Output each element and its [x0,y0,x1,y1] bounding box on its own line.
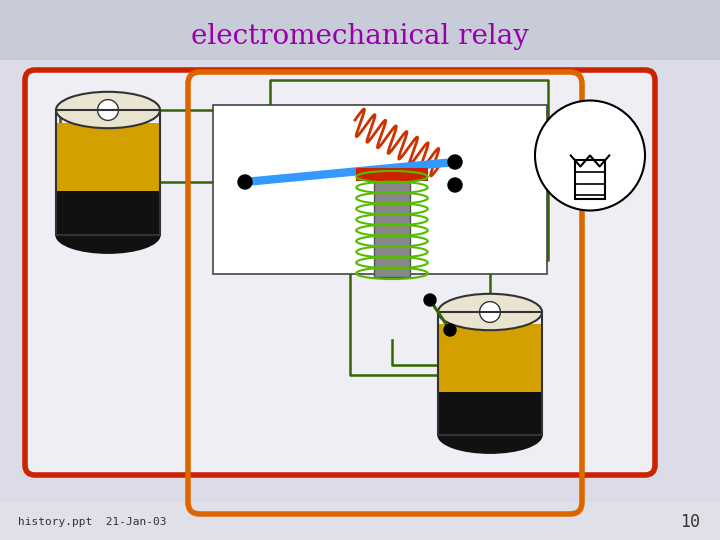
Bar [438,325,542,392]
Circle shape [448,155,462,169]
Bar [575,160,605,199]
Ellipse shape [56,92,160,128]
Bar [374,173,410,276]
Bar [356,167,428,181]
Text: electromechanical relay: electromechanical relay [191,23,529,50]
Text: 10: 10 [680,513,700,531]
FancyBboxPatch shape [0,0,720,60]
Ellipse shape [438,294,542,330]
Circle shape [444,324,456,336]
Ellipse shape [438,417,542,453]
Circle shape [448,178,462,192]
Text: history.ppt  21-Jan-03: history.ppt 21-Jan-03 [18,517,166,527]
FancyBboxPatch shape [0,502,720,540]
Ellipse shape [56,217,160,253]
Circle shape [98,99,118,120]
Circle shape [535,100,645,211]
Circle shape [424,294,436,306]
FancyBboxPatch shape [25,70,655,475]
FancyBboxPatch shape [213,105,547,274]
Bar [438,392,542,435]
Bar [56,110,160,235]
Bar [56,123,160,191]
Bar [438,312,542,435]
Circle shape [480,302,500,322]
Circle shape [238,175,252,189]
Bar [56,191,160,235]
